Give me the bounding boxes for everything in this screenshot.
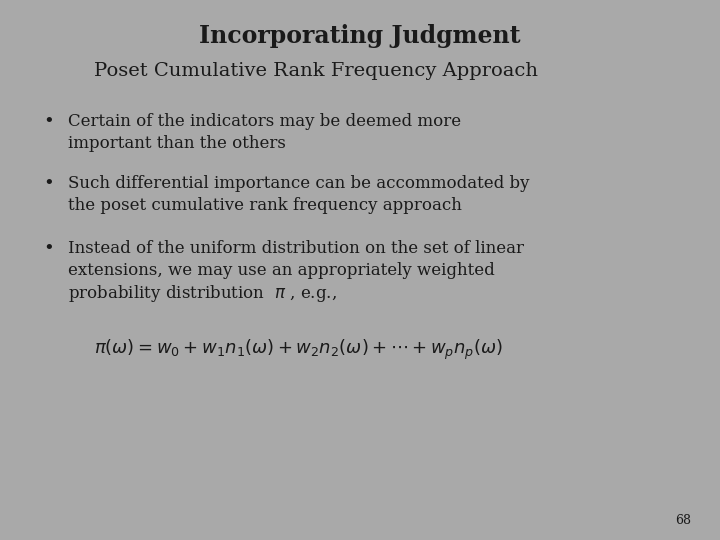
Text: •: • — [43, 176, 54, 193]
Text: 68: 68 — [675, 514, 691, 526]
Text: •: • — [43, 240, 54, 258]
Text: the poset cumulative rank frequency approach: the poset cumulative rank frequency appr… — [68, 197, 462, 214]
Text: $\pi(\omega) = w_0 + w_1 n_1(\omega) + w_2 n_2(\omega) + \cdots + w_p n_p(\omega: $\pi(\omega) = w_0 + w_1 n_1(\omega) + w… — [94, 338, 503, 362]
Text: extensions, we may use an appropriately weighted: extensions, we may use an appropriately … — [68, 262, 495, 279]
Text: Poset Cumulative Rank Frequency Approach: Poset Cumulative Rank Frequency Approach — [94, 62, 538, 80]
Text: Incorporating Judgment: Incorporating Judgment — [199, 24, 521, 48]
Text: Instead of the uniform distribution on the set of linear: Instead of the uniform distribution on t… — [68, 240, 524, 257]
Text: •: • — [43, 113, 54, 131]
Text: Such differential importance can be accommodated by: Such differential importance can be acco… — [68, 176, 530, 192]
Text: probability distribution  $\pi$ , e.g.,: probability distribution $\pi$ , e.g., — [68, 284, 337, 305]
Text: important than the others: important than the others — [68, 135, 287, 152]
Text: Certain of the indicators may be deemed more: Certain of the indicators may be deemed … — [68, 113, 462, 130]
